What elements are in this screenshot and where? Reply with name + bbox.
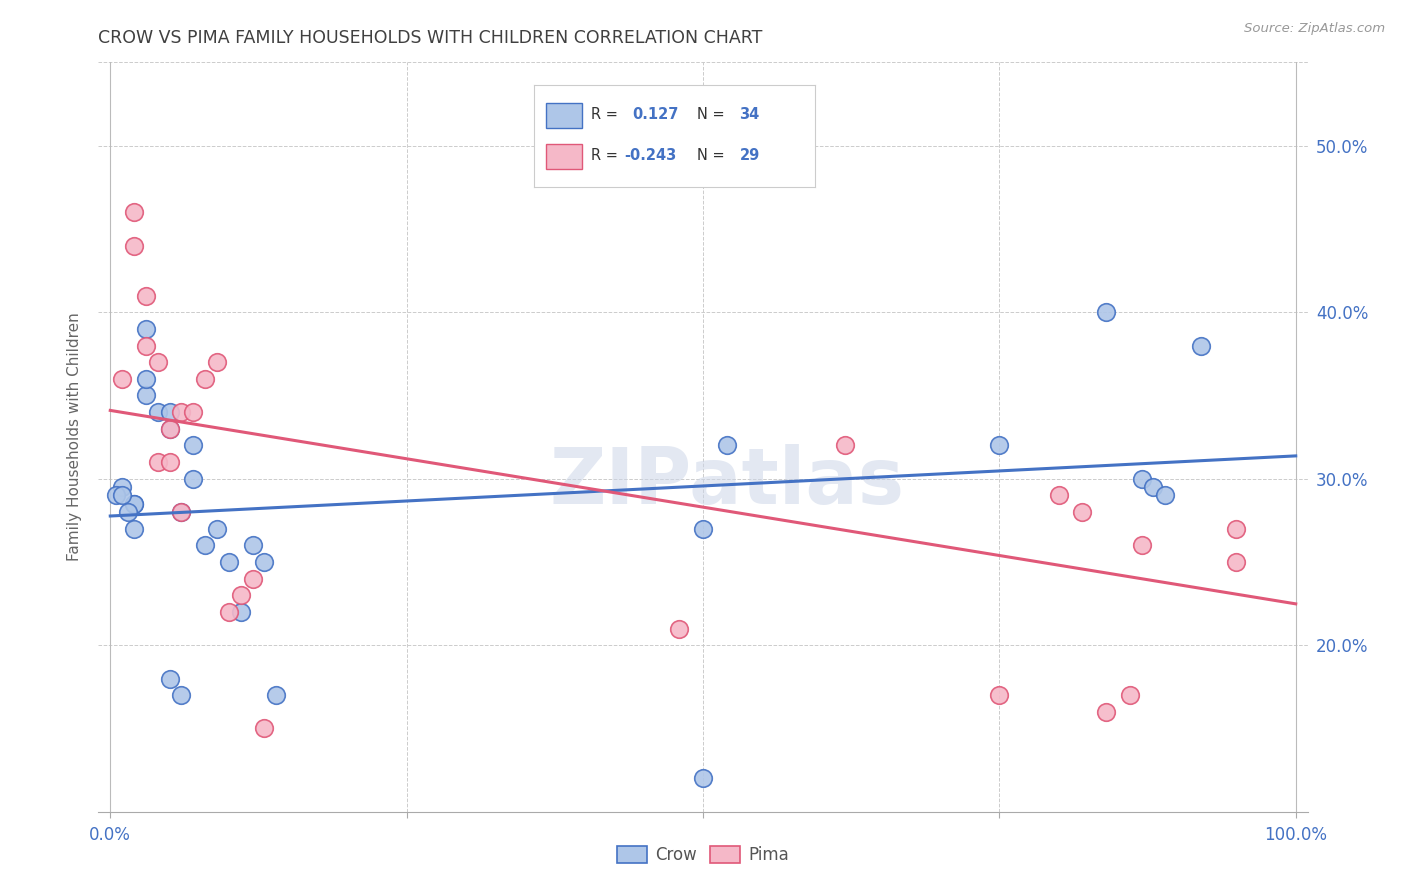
Point — [1095, 705, 1118, 719]
Text: 0.127: 0.127 — [633, 107, 679, 121]
Point — [170, 688, 193, 702]
Point — [205, 522, 228, 536]
Point — [1189, 338, 1212, 352]
Point — [181, 472, 204, 486]
Point — [122, 497, 145, 511]
Text: 34: 34 — [740, 107, 759, 121]
Text: 29: 29 — [740, 148, 759, 162]
Point — [834, 438, 856, 452]
Point — [264, 688, 287, 702]
Point — [242, 538, 264, 552]
Point — [111, 480, 134, 494]
Point — [988, 688, 1011, 702]
Point — [146, 455, 169, 469]
Point — [242, 572, 264, 586]
Text: N =: N = — [697, 107, 730, 121]
Point — [1130, 472, 1153, 486]
Point — [1225, 555, 1247, 569]
Point — [117, 505, 139, 519]
Point — [122, 238, 145, 252]
Point — [1047, 488, 1070, 502]
Point — [181, 405, 204, 419]
Point — [181, 438, 204, 452]
Point — [205, 355, 228, 369]
Point — [668, 622, 690, 636]
Point — [1071, 505, 1094, 519]
Point — [170, 405, 193, 419]
Point — [159, 672, 181, 686]
Legend: Crow, Pima: Crow, Pima — [610, 839, 796, 871]
Point — [159, 405, 181, 419]
Point — [229, 588, 252, 602]
Point — [122, 205, 145, 219]
Point — [135, 388, 157, 402]
Point — [159, 422, 181, 436]
Point — [105, 488, 128, 502]
Point — [159, 422, 181, 436]
Text: N =: N = — [697, 148, 730, 162]
Point — [194, 372, 217, 386]
Point — [1225, 522, 1247, 536]
Text: CROW VS PIMA FAMILY HOUSEHOLDS WITH CHILDREN CORRELATION CHART: CROW VS PIMA FAMILY HOUSEHOLDS WITH CHIL… — [98, 29, 763, 47]
Point — [229, 605, 252, 619]
Point — [122, 497, 145, 511]
Point — [111, 372, 134, 386]
Point — [1130, 538, 1153, 552]
Text: R =: R = — [591, 148, 621, 162]
Point — [692, 522, 714, 536]
Point — [194, 538, 217, 552]
Point — [253, 722, 276, 736]
Bar — [546, 103, 582, 128]
Point — [1119, 688, 1142, 702]
Point — [111, 488, 134, 502]
Point — [1154, 488, 1177, 502]
Text: -0.243: -0.243 — [624, 148, 676, 162]
Point — [146, 405, 169, 419]
Point — [218, 555, 240, 569]
Point — [170, 505, 193, 519]
Point — [135, 338, 157, 352]
Point — [146, 355, 169, 369]
Bar — [546, 144, 582, 169]
Text: R =: R = — [591, 107, 621, 121]
Point — [135, 288, 157, 302]
Point — [122, 522, 145, 536]
Point — [135, 322, 157, 336]
Y-axis label: Family Households with Children: Family Households with Children — [67, 313, 83, 561]
Point — [1095, 305, 1118, 319]
Point — [692, 138, 714, 153]
Point — [1142, 480, 1164, 494]
Point — [135, 372, 157, 386]
Point — [716, 438, 738, 452]
Point — [159, 455, 181, 469]
Text: Source: ZipAtlas.com: Source: ZipAtlas.com — [1244, 22, 1385, 36]
Text: ZIPatlas: ZIPatlas — [550, 444, 904, 520]
Point — [253, 555, 276, 569]
Point — [988, 438, 1011, 452]
Point — [692, 772, 714, 786]
Point — [170, 505, 193, 519]
Point — [218, 605, 240, 619]
